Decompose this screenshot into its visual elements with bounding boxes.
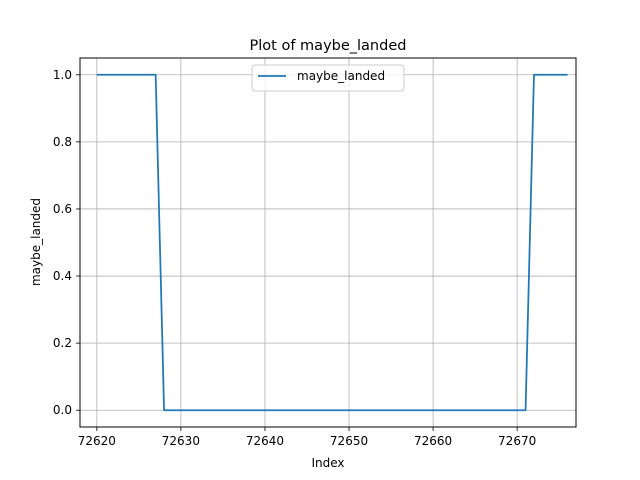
series-line-maybe-landed	[96, 73, 568, 412]
y-tick-label: 0.2	[53, 336, 72, 350]
x-axis-ticks: 72620 72630 72640 72650 72660 72670	[78, 427, 536, 448]
y-tick-label: 0.0	[53, 403, 72, 417]
x-tick-label: 72620	[78, 434, 116, 448]
x-axis-label: Index	[311, 456, 344, 470]
y-axis-label: maybe_landed	[29, 198, 43, 286]
x-tick-label: 72670	[498, 434, 536, 448]
x-tick-label: 72650	[330, 434, 368, 448]
series-layer	[96, 73, 568, 412]
legend-label-maybe-landed: maybe_landed	[297, 69, 385, 83]
chart-title: Plot of maybe_landed	[250, 38, 407, 54]
grid-lines	[80, 58, 576, 427]
x-tick-label: 72660	[414, 434, 452, 448]
y-tick-label: 0.6	[53, 202, 72, 216]
plot-area-frame	[79, 57, 577, 428]
x-tick-label: 72640	[246, 434, 284, 448]
y-tick-label: 0.4	[53, 269, 72, 283]
legend-box	[251, 64, 405, 92]
legend: maybe_landed	[251, 64, 405, 92]
x-tick-label: 72630	[162, 434, 200, 448]
y-tick-label: 1.0	[53, 68, 72, 82]
y-tick-label: 0.8	[53, 135, 72, 149]
y-axis-ticks: 0.0 0.2 0.4 0.6 0.8 1.0	[53, 68, 80, 417]
